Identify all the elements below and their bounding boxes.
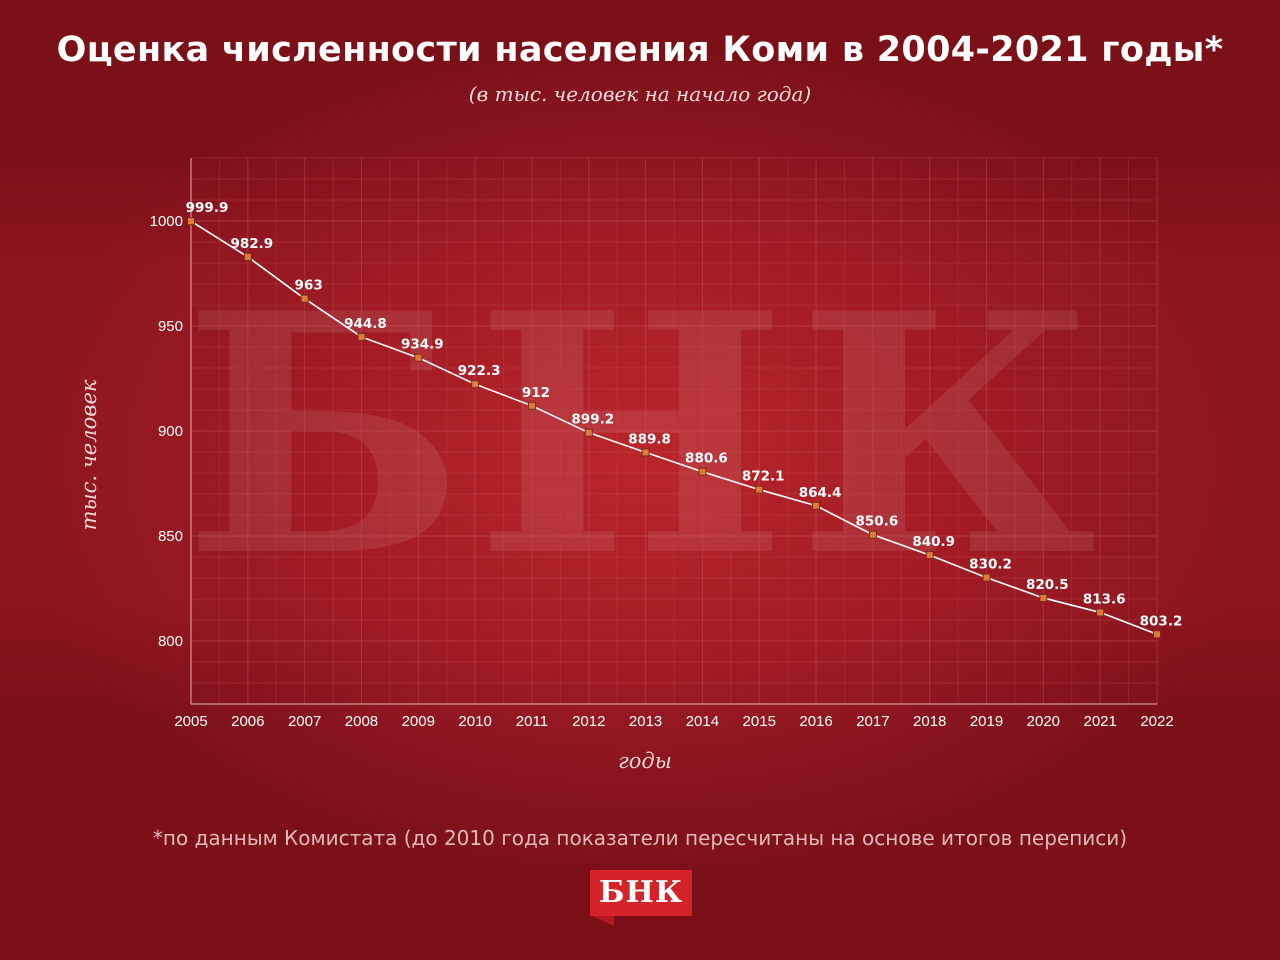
x-axis-title: годы <box>618 749 672 773</box>
data-point-marker <box>527 401 536 410</box>
x-tick-label: 2021 <box>1083 713 1116 730</box>
data-point-marker <box>300 294 309 303</box>
data-label: 864.4 <box>799 485 842 501</box>
data-point-marker <box>868 530 877 539</box>
y-tick-label: 1000 <box>150 213 183 230</box>
data-point-marker <box>471 380 480 389</box>
chart-background-band <box>0 152 1280 712</box>
data-point-marker <box>187 217 195 226</box>
footnote: *по данным Комистата (до 2010 года показ… <box>152 826 1128 850</box>
data-label: 999.9 <box>186 200 229 216</box>
y-tick-label: 900 <box>158 423 183 440</box>
grid-lines <box>190 157 1158 705</box>
data-label: 899.2 <box>571 412 614 428</box>
logo-tail <box>592 916 614 926</box>
data-point-marker <box>357 332 366 341</box>
data-label: 840.9 <box>912 534 955 550</box>
y-tick-labels: 800 850 900 950 1000 <box>150 213 183 650</box>
data-point-marker <box>641 448 650 457</box>
x-tick-label: 2022 <box>1140 713 1173 730</box>
data-point-marker <box>243 252 252 261</box>
data-point-marker <box>755 485 764 494</box>
y-axis-title: тыс. человек <box>77 379 101 530</box>
data-point-marker <box>1039 593 1048 602</box>
x-tick-label: 2010 <box>458 713 491 730</box>
watermark-logo: БНК <box>183 241 1107 629</box>
data-label: 912 <box>522 385 550 401</box>
x-tick-label: 2005 <box>174 713 207 730</box>
data-point-marker <box>982 573 991 582</box>
data-label: 813.6 <box>1083 591 1126 607</box>
y-tick-label: 950 <box>158 318 183 335</box>
data-label: 963 <box>295 278 323 294</box>
data-labels: 999.9 982.9 963 944.8 934.9 922.3 912 899.2 889.… <box>186 200 1183 629</box>
data-point-marker <box>1096 608 1105 617</box>
x-tick-label: 2011 <box>516 713 548 730</box>
x-tick-label: 2015 <box>743 713 776 730</box>
x-tick-label: 2009 <box>402 713 435 730</box>
data-point-marker <box>414 353 423 362</box>
data-markers <box>187 217 1161 639</box>
data-label: 820.5 <box>1026 577 1069 593</box>
data-point-marker <box>925 551 934 560</box>
x-tick-label: 2017 <box>856 713 889 730</box>
x-tick-labels: 2005 2006 2007 2008 2009 2010 2011 2012 2013 2014… <box>174 713 1173 730</box>
bnk-logo[interactable]: БНК <box>590 870 692 916</box>
x-tick-label: 2016 <box>799 713 832 730</box>
x-tick-label: 2020 <box>1027 713 1060 730</box>
data-label: 922.3 <box>458 363 501 379</box>
chart-title: Оценка численности населения Коми в 2004… <box>56 30 1224 70</box>
x-tick-label: 2019 <box>970 713 1003 730</box>
data-label: 889.8 <box>628 431 671 447</box>
series-line <box>190 220 1158 636</box>
data-label: 830.2 <box>969 557 1012 573</box>
x-tick-label: 2008 <box>345 713 378 730</box>
data-label: 944.8 <box>344 316 387 332</box>
data-label: 880.6 <box>685 451 728 467</box>
x-tick-label: 2012 <box>572 713 605 730</box>
data-point-marker <box>584 428 593 437</box>
data-label: 982.9 <box>230 236 273 252</box>
data-point-marker <box>698 467 707 476</box>
data-point-marker <box>1153 630 1161 639</box>
x-tick-label: 2013 <box>629 713 662 730</box>
y-tick-label: 850 <box>158 528 183 545</box>
x-tick-label: 2006 <box>231 713 264 730</box>
data-label: 872.1 <box>742 469 785 485</box>
data-label: 803.2 <box>1140 613 1183 629</box>
x-tick-label: 2007 <box>288 713 321 730</box>
data-point-marker <box>812 501 821 510</box>
y-tick-label: 800 <box>158 633 183 650</box>
data-label: 934.9 <box>401 337 444 353</box>
chart-subtitle: (в тыс. человек на начало года) <box>468 82 812 106</box>
data-label: 850.6 <box>856 514 899 530</box>
x-tick-label: 2014 <box>686 713 719 730</box>
x-tick-label: 2018 <box>913 713 946 730</box>
axes <box>190 158 1157 705</box>
